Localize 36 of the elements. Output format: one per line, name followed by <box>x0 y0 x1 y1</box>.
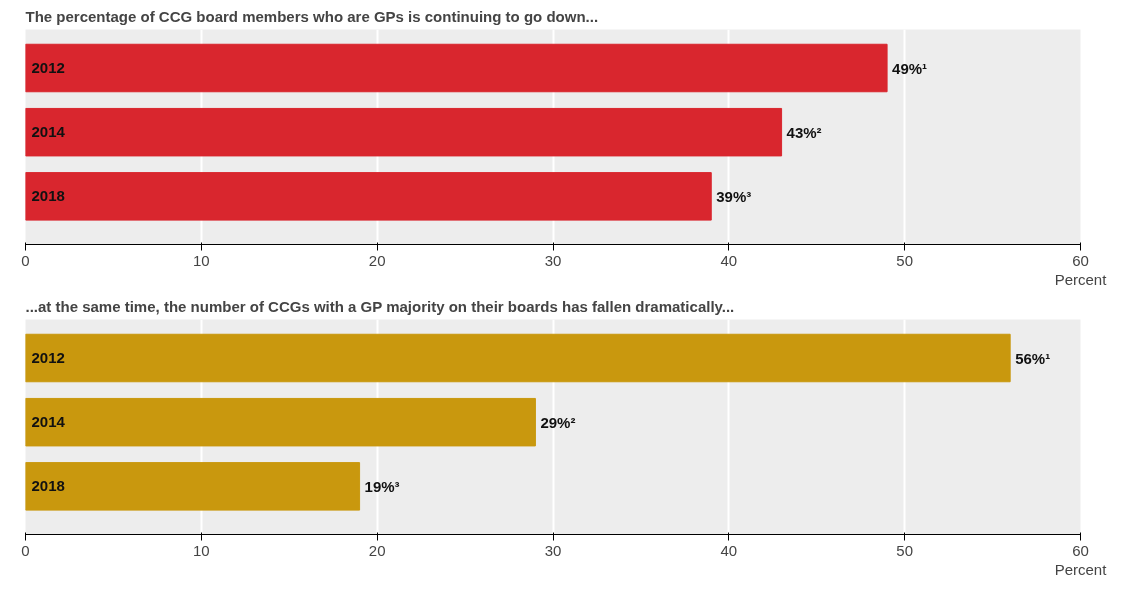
y-tick-label: 2012 <box>31 59 65 77</box>
x-tick-label: 60 <box>1072 541 1089 559</box>
bar <box>25 333 1011 383</box>
x-tick-label: 0 <box>21 541 30 559</box>
x-tick-label: 10 <box>192 251 210 269</box>
x-tick-label: 20 <box>368 541 386 559</box>
bar <box>25 43 888 93</box>
y-tick-label: 2014 <box>31 123 66 141</box>
chart-title: The percentage of CCG board members who are GPs is continuing to go down... <box>25 7 599 25</box>
x-tick-label: 50 <box>896 251 914 269</box>
x-tick-label: 0 <box>21 251 30 269</box>
y-tick-label: 2014 <box>31 413 66 431</box>
x-axis-title: Percent <box>1054 270 1108 288</box>
y-tick-label: 2018 <box>31 187 65 205</box>
bar <box>25 397 536 447</box>
bar <box>25 172 712 221</box>
chart-title: ...at the same time, the number of CCGs with a GP majority on their boards has fallen dramatically... <box>25 297 735 315</box>
x-tick-label: 40 <box>720 541 738 559</box>
bar <box>25 107 783 157</box>
data-label: 49%¹ <box>892 59 928 77</box>
data-label: 56%¹ <box>1015 349 1051 367</box>
bar <box>25 462 361 511</box>
x-tick-label: 20 <box>368 251 386 269</box>
x-axis-title: Percent <box>1054 560 1108 578</box>
x-tick-label: 30 <box>544 541 562 559</box>
data-label: 29%² <box>540 413 576 431</box>
data-label: 43%² <box>786 123 822 141</box>
x-tick-label: 50 <box>896 541 914 559</box>
y-tick-label: 2018 <box>31 477 65 495</box>
x-tick-label: 60 <box>1072 251 1089 269</box>
x-tick-label: 40 <box>720 251 738 269</box>
data-label: 19%³ <box>364 477 400 495</box>
x-tick-label: 10 <box>192 541 210 559</box>
data-label: 39%³ <box>716 187 752 205</box>
x-tick-label: 30 <box>544 251 562 269</box>
y-tick-label: 2012 <box>31 349 65 367</box>
